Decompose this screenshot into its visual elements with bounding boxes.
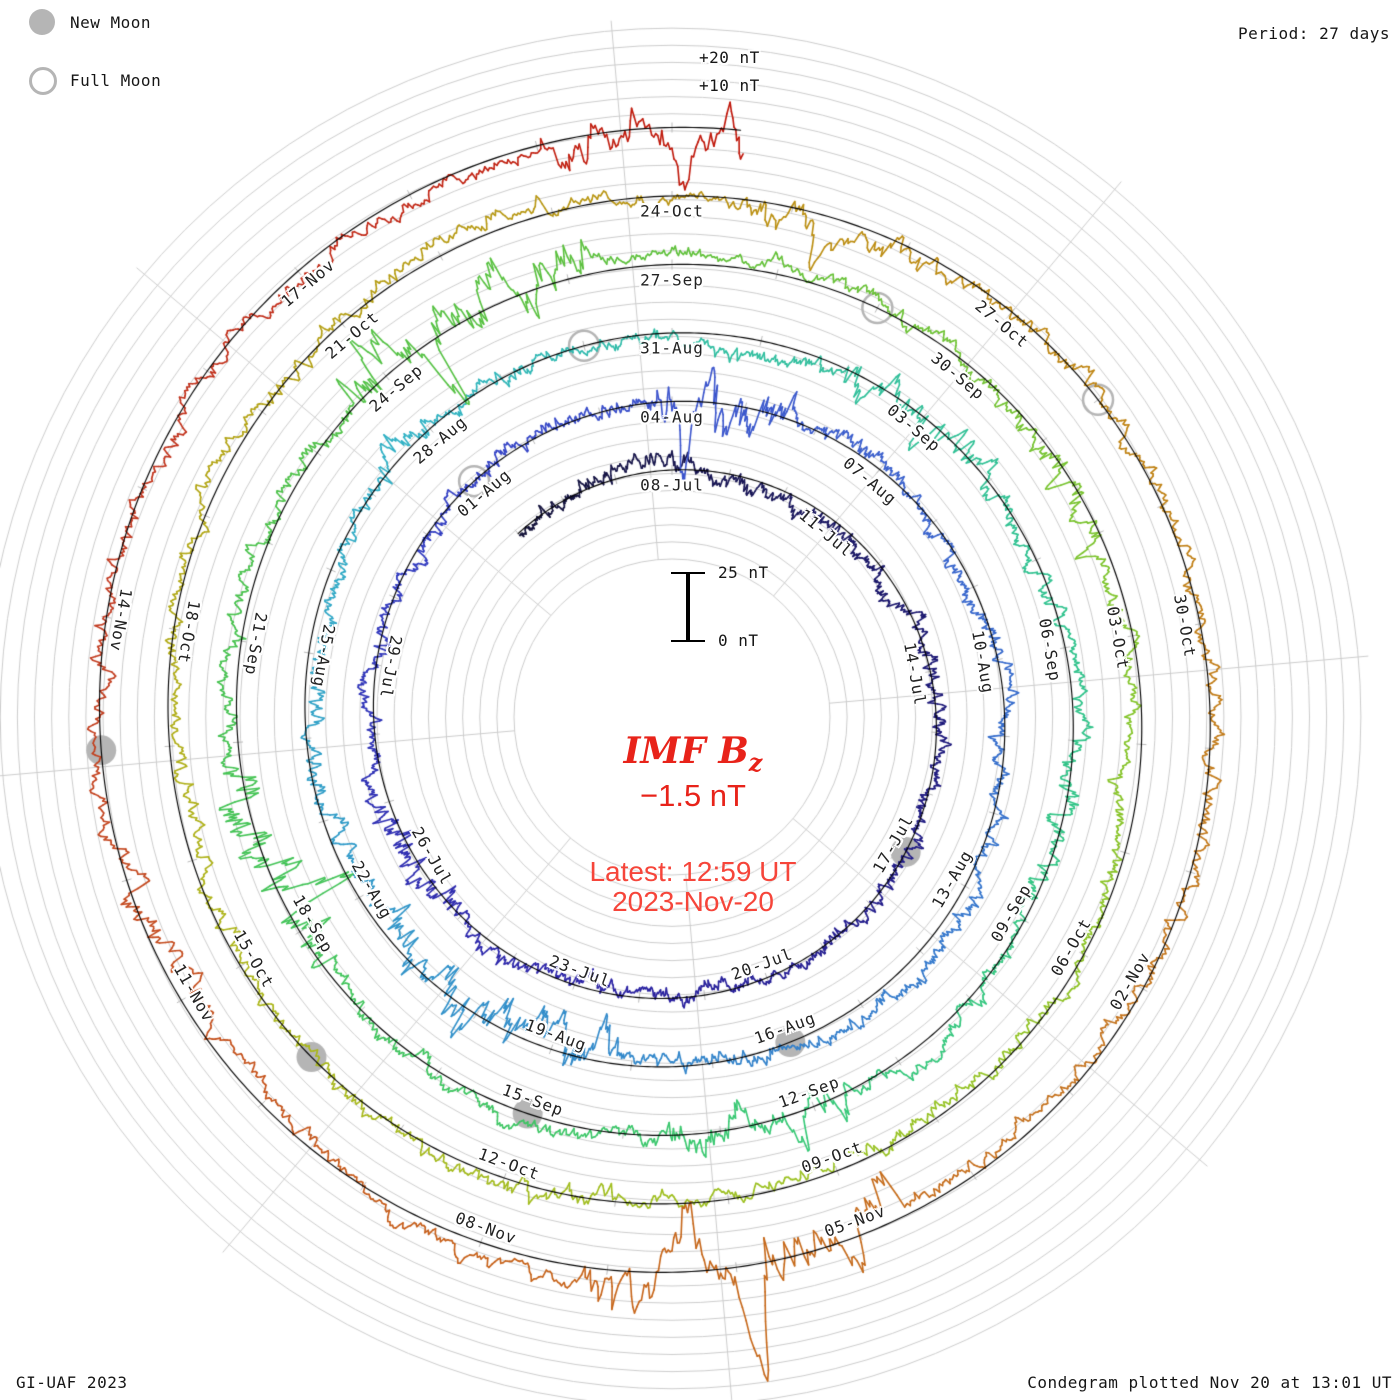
date-label-04-Aug: 04-Aug <box>640 407 704 426</box>
scalebar-top-label: 25 nT <box>718 563 769 582</box>
legend-full-moon-label: Full Moon <box>70 71 162 90</box>
plus-10nt-label: +10 nT <box>699 76 760 95</box>
date-label-31-Aug: 31-Aug <box>640 338 704 358</box>
date-label-24-Oct: 24-Oct <box>640 201 704 221</box>
center-quantity-sub: z <box>748 748 763 778</box>
credit-label: GI-UAF 2023 <box>16 1373 128 1392</box>
center-quantity-title: IMF Bz <box>563 730 823 777</box>
period-label: Period: 27 days <box>1238 24 1390 43</box>
scalebar-bar <box>686 573 690 642</box>
plotted-time-label: Condegram plotted Nov 20 at 13:01 UT <box>1027 1373 1392 1392</box>
scalebar-top-cap <box>671 572 705 574</box>
scalebar-bottom-label: 0 nT <box>718 631 759 650</box>
center-quantity-main: IMF B <box>623 730 749 772</box>
scalebar-bottom-cap <box>671 640 705 642</box>
date-label-27-Sep: 27-Sep <box>640 270 704 289</box>
center-current-value: −1.5 nT <box>640 778 746 813</box>
latest-time-line: Latest: 12:59 UT <box>589 856 797 887</box>
new-moon-icon <box>29 9 55 35</box>
latest-date-line: 2023-Nov-20 <box>612 886 774 917</box>
date-label-08-Jul: 08-Jul <box>640 475 704 495</box>
full-moon-icon <box>29 67 57 95</box>
plus-20nt-label: +20 nT <box>699 48 760 67</box>
legend-new-moon-label: New Moon <box>70 13 152 32</box>
